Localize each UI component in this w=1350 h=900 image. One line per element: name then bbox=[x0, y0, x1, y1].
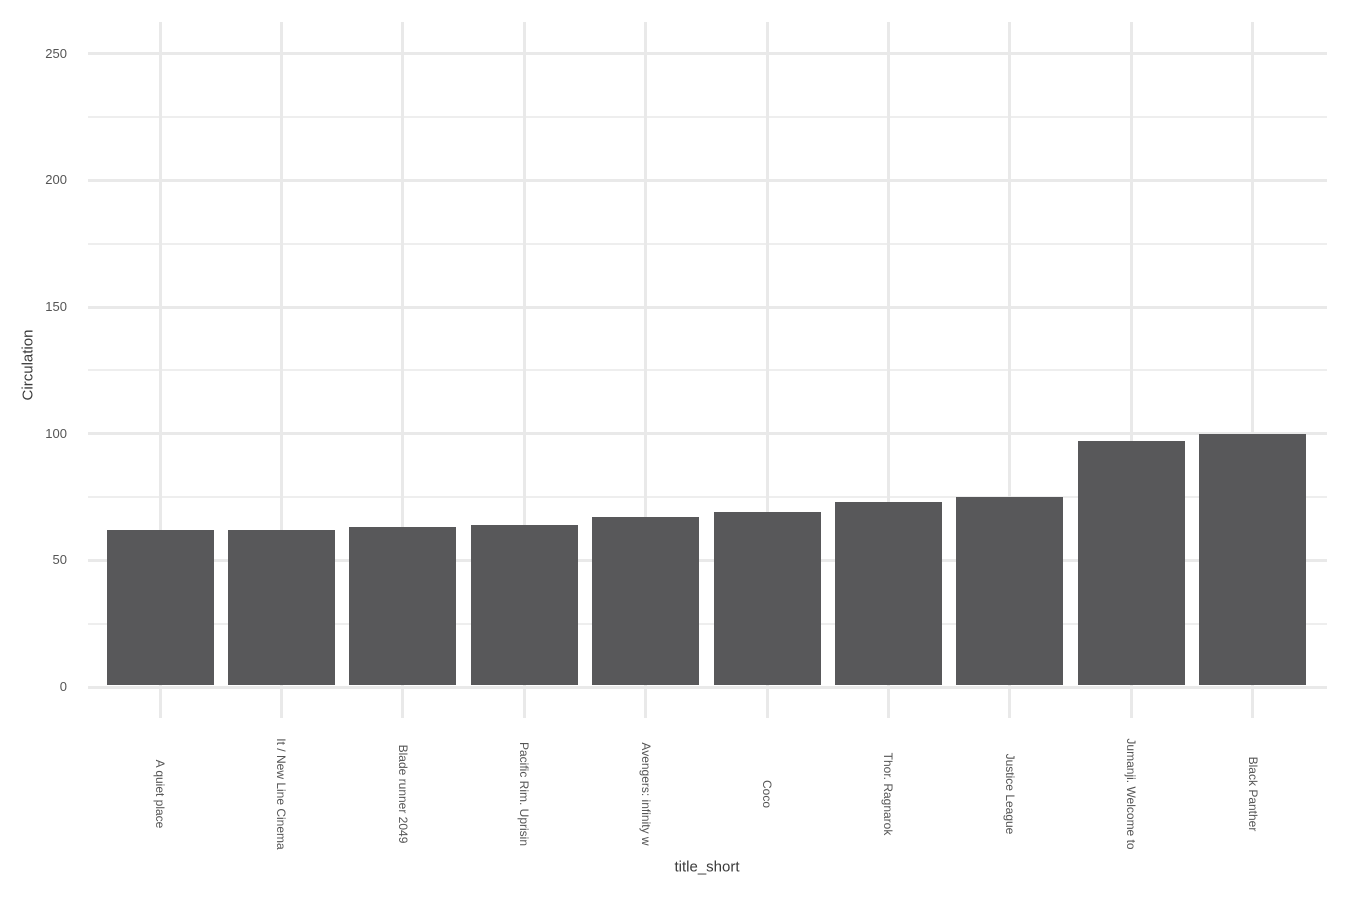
h-gridline-minor bbox=[88, 369, 1327, 372]
x-tick-label: Thor. Ragnarok bbox=[881, 752, 896, 836]
bar bbox=[470, 524, 578, 686]
x-tick-mark bbox=[401, 688, 405, 718]
y-tick-label: 150 bbox=[45, 299, 67, 315]
x-tick-label: Jumanji. Welcome to bbox=[1124, 738, 1139, 850]
bar bbox=[592, 517, 700, 686]
x-tick-label: Avengers: infinity w bbox=[638, 742, 653, 846]
x-tick-label: Black Panther bbox=[1245, 756, 1260, 832]
x-tick-label: Coco bbox=[760, 779, 774, 809]
h-gridline-major bbox=[88, 178, 1327, 182]
h-gridline-minor bbox=[88, 242, 1327, 245]
h-gridline-minor bbox=[88, 116, 1327, 119]
h-gridline-major bbox=[88, 685, 1327, 689]
bar bbox=[1199, 433, 1307, 686]
x-tick-label: A quiet place bbox=[153, 759, 167, 829]
x-tick-mark bbox=[522, 688, 526, 718]
bar bbox=[106, 529, 214, 686]
x-tick-mark bbox=[765, 688, 769, 718]
y-tick-label: 100 bbox=[45, 425, 67, 441]
bar bbox=[1077, 441, 1185, 686]
x-axis-title: title_short bbox=[674, 858, 740, 876]
y-tick-label: 250 bbox=[45, 45, 67, 61]
h-gridline-major bbox=[88, 52, 1327, 56]
x-tick-mark bbox=[1008, 688, 1012, 718]
x-tick-mark bbox=[1251, 688, 1255, 718]
x-tick-label: It / New Line Cinema bbox=[274, 738, 289, 850]
y-tick-label: 50 bbox=[52, 552, 67, 568]
h-gridline-major bbox=[88, 305, 1327, 309]
x-tick-mark bbox=[644, 688, 648, 718]
y-tick-label: 0 bbox=[59, 679, 67, 694]
h-gridline-major bbox=[88, 432, 1327, 436]
x-tick-label: Blade runner 2049 bbox=[395, 744, 410, 844]
bar bbox=[834, 502, 942, 686]
x-tick-mark bbox=[279, 688, 283, 718]
y-axis-title: Circulation bbox=[19, 329, 37, 401]
bar bbox=[713, 512, 821, 686]
x-tick-mark bbox=[158, 688, 162, 718]
x-tick-label: Pacific Rim. Uprisin bbox=[517, 741, 532, 847]
x-tick-label: Justice League bbox=[1002, 753, 1017, 835]
bar bbox=[956, 497, 1064, 686]
x-tick-mark bbox=[886, 688, 890, 718]
x-tick-mark bbox=[1129, 688, 1133, 718]
bar bbox=[349, 527, 457, 686]
bar bbox=[227, 529, 335, 686]
y-tick-label: 200 bbox=[45, 172, 67, 188]
